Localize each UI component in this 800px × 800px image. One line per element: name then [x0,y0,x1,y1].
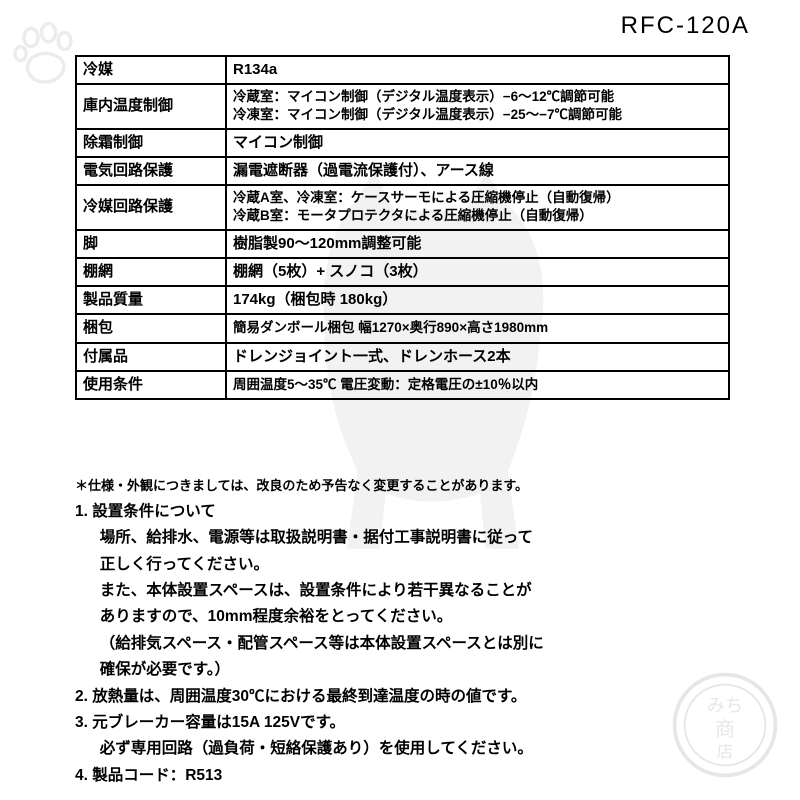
spec-label: 庫内温度制御 [76,84,226,128]
spec-value: 棚網（5枚）+ スノコ（3枚） [226,258,729,286]
paw-watermark-icon [10,20,80,90]
spec-label: 冷媒回路保護 [76,185,226,229]
spec-value: 簡易ダンボール梱包 幅1270×奥行890×高さ1980mm [226,314,729,342]
spec-label: 使用条件 [76,371,226,399]
spec-value: 冷蔵室：マイコン制御（デジタル温度表示）−6〜12℃調節可能冷凍室：マイコン制御… [226,84,729,128]
table-row: 棚網棚網（5枚）+ スノコ（3枚） [76,258,729,286]
spec-table: 冷媒R134a庫内温度制御冷蔵室：マイコン制御（デジタル温度表示）−6〜12℃調… [75,55,730,400]
note-line: （給排気スペース・配管スペース等は本体設置スペースとは別に [75,631,745,657]
table-row: 庫内温度制御冷蔵室：マイコン制御（デジタル温度表示）−6〜12℃調節可能冷凍室：… [76,84,729,128]
spec-value: ドレンジョイント一式、ドレンホース2本 [226,343,729,371]
disclaimer-text: ＊仕様・外観につきましては、改良のため予告なく変更することがあります。 [75,475,745,497]
spec-label: 電気回路保護 [76,157,226,185]
table-row: 冷媒回路保護冷蔵A室、冷凍室：ケースサーモによる圧縮機停止（自動復帰）冷蔵B室：… [76,185,729,229]
note-line: 正しく行ってください。 [75,552,745,578]
spec-value: 周囲温度5〜35℃ 電圧変動：定格電圧の±10％以内 [226,371,729,399]
spec-value: 漏電遮断器（過電流保護付）、アース線 [226,157,729,185]
spec-value: 冷蔵A室、冷凍室：ケースサーモによる圧縮機停止（自動復帰）冷蔵B室：モータプロテ… [226,185,729,229]
note-line: 必ず専用回路（過負荷・短絡保護あり）を使用してください。 [75,736,745,762]
spec-label: 除霜制御 [76,129,226,157]
table-row: 製品質量174kg（梱包時 180kg） [76,286,729,314]
spec-label: 棚網 [76,258,226,286]
note-line: また、本体設置スペースは、設置条件により若干異なることが [75,578,745,604]
note-item: 3. 元ブレーカー容量は15A 125Vです。 [75,710,745,736]
table-row: 付属品ドレンジョイント一式、ドレンホース2本 [76,343,729,371]
table-row: 使用条件周囲温度5〜35℃ 電圧変動：定格電圧の±10％以内 [76,371,729,399]
notes-section: ＊仕様・外観につきましては、改良のため予告なく変更することがあります。 1. 設… [75,475,745,789]
note-item: 1. 設置条件について [75,499,745,525]
note-item: 2. 放熱量は、周囲温度30℃における最終到達温度の時の値です。 [75,684,745,710]
table-row: 電気回路保護漏電遮断器（過電流保護付）、アース線 [76,157,729,185]
spec-value: マイコン制御 [226,129,729,157]
table-row: 除霜制御マイコン制御 [76,129,729,157]
table-row: 冷媒R134a [76,56,729,84]
spec-label: 梱包 [76,314,226,342]
model-number: RFC-120A [621,12,750,40]
table-row: 脚樹脂製90〜120mm調整可能 [76,230,729,258]
note-line: 確保が必要です。） [75,657,745,683]
table-row: 梱包簡易ダンボール梱包 幅1270×奥行890×高さ1980mm [76,314,729,342]
note-line: 場所、給排水、電源等は取扱説明書・据付工事説明書に従って [75,525,745,551]
spec-label: 付属品 [76,343,226,371]
spec-value: 樹脂製90〜120mm調整可能 [226,230,729,258]
spec-label: 冷媒 [76,56,226,84]
note-item: 4. 製品コード：R513 [75,763,745,789]
spec-value: R134a [226,56,729,84]
spec-label: 製品質量 [76,286,226,314]
spec-label: 脚 [76,230,226,258]
spec-value: 174kg（梱包時 180kg） [226,286,729,314]
note-line: ありますので、10mm程度余裕をとってください。 [75,604,745,630]
